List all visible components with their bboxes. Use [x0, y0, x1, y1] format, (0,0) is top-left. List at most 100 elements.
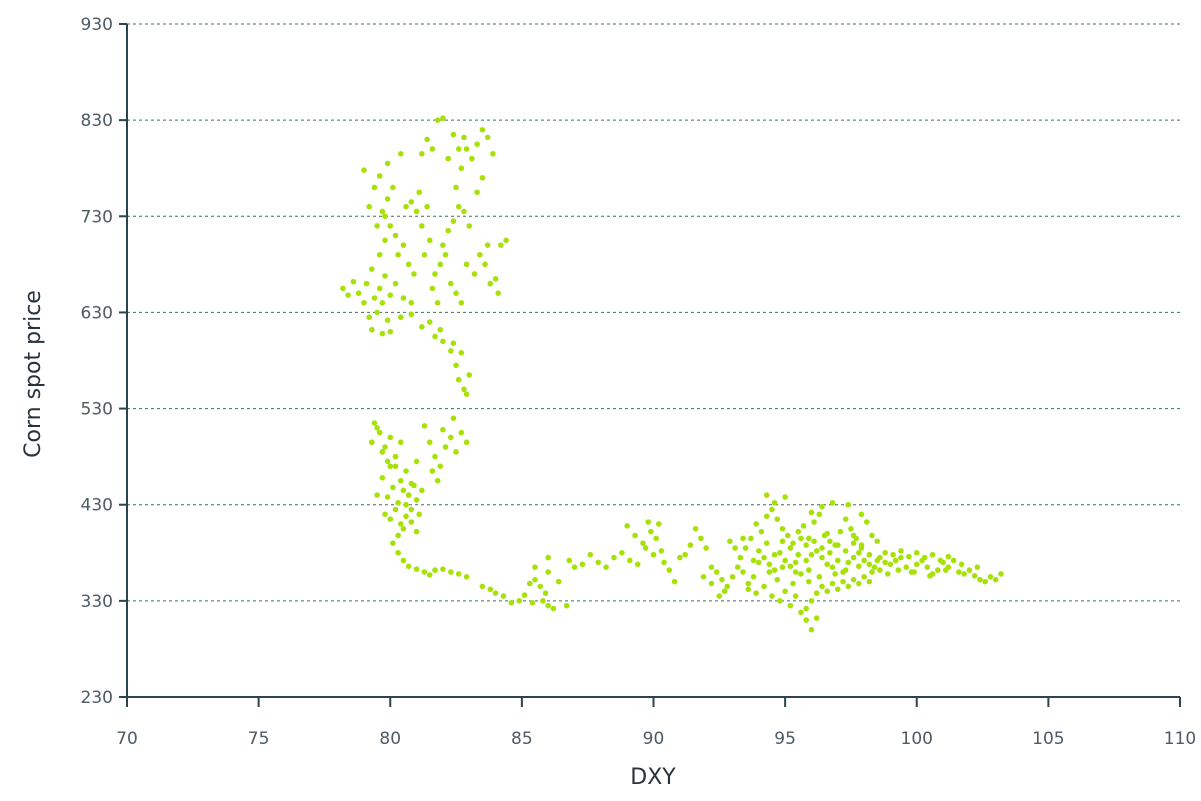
scatter-point — [634, 561, 641, 568]
scatter-point — [861, 574, 867, 580]
scatter-point — [545, 602, 551, 609]
scatter-point — [845, 583, 852, 590]
scatter-point — [400, 295, 407, 301]
scatter-point — [811, 538, 817, 545]
scatter-point — [913, 549, 920, 556]
scatter-point — [376, 429, 383, 436]
scatter-point — [571, 564, 578, 571]
scatter-point — [397, 439, 404, 446]
scatter-point — [440, 566, 446, 572]
scatter-point — [856, 580, 862, 587]
x-tick-label: 95 — [774, 729, 796, 749]
scatter-point — [769, 506, 775, 513]
scatter-point — [661, 559, 667, 566]
scatter-point — [766, 561, 773, 568]
y-tick-label: 830 — [81, 111, 113, 131]
scatter-point — [376, 173, 383, 179]
scatter-point — [882, 549, 888, 556]
scatter-point — [798, 571, 804, 577]
scatter-point — [779, 564, 786, 571]
scatter-point — [440, 338, 446, 345]
scatter-point — [387, 328, 394, 335]
scatter-point — [440, 115, 446, 122]
scatter-point — [369, 266, 375, 272]
x-tick-label: 70 — [116, 729, 138, 749]
scatter-point — [447, 280, 454, 287]
scatter-point — [374, 223, 380, 229]
scatter-point — [382, 237, 388, 244]
scatter-point — [392, 232, 399, 239]
scatter-point — [771, 499, 778, 506]
scatter-point — [956, 569, 962, 575]
scatter-point — [463, 439, 470, 446]
scatter-point — [819, 554, 825, 561]
scatter-point — [937, 557, 944, 564]
scatter-point — [729, 574, 736, 580]
scatter-point — [463, 146, 470, 152]
scatter-point — [413, 458, 420, 465]
scatter-point — [479, 126, 486, 133]
scatter-point — [440, 426, 446, 433]
scatter-point — [842, 548, 849, 554]
scatter-point — [761, 583, 767, 590]
scatter-point — [740, 535, 746, 542]
scatter-point — [419, 223, 425, 229]
scatter-point — [808, 551, 815, 558]
scatter-point — [376, 285, 383, 292]
axes — [126, 24, 1180, 698]
scatter-point — [421, 569, 428, 575]
y-tick-label: 530 — [81, 400, 113, 420]
scatter-point — [434, 117, 441, 123]
scatter-point — [603, 564, 609, 571]
scatter-point — [384, 458, 391, 465]
scatter-point — [545, 554, 551, 561]
scatter-point — [466, 223, 473, 229]
scatter-point — [426, 439, 433, 446]
scatter-point — [713, 569, 720, 575]
scatter-point — [532, 564, 538, 571]
scatter-point — [458, 429, 465, 436]
scatter-point — [526, 580, 533, 587]
scatter-point — [921, 554, 928, 561]
scatter-point — [974, 564, 981, 571]
scatter-point — [400, 487, 407, 494]
scatter-point — [866, 561, 873, 568]
scatter-point — [803, 605, 809, 612]
scatter-point — [397, 477, 404, 484]
scatter-point — [766, 569, 773, 575]
scatter-point — [824, 530, 831, 537]
scatter-point — [374, 425, 380, 431]
scatter-point — [440, 242, 446, 248]
scatter-point — [458, 350, 465, 356]
y-axis-ticks: 230 330 430 530 630 730 830 930 — [81, 15, 127, 708]
scatter-point — [890, 551, 896, 558]
scatter-point — [371, 295, 378, 301]
scatter-point — [529, 599, 536, 606]
scatter-point — [982, 578, 988, 585]
scatter-point — [987, 574, 994, 580]
scatter-point — [400, 525, 407, 532]
scatter-point — [753, 590, 759, 596]
scatter-point — [355, 290, 362, 297]
scatter-point — [395, 499, 401, 506]
scatter-point — [877, 554, 883, 561]
scatter-point — [395, 549, 401, 556]
scatter-point — [840, 578, 846, 585]
scatter-point — [408, 519, 415, 525]
scatter-point — [395, 251, 401, 258]
scatter-point — [719, 576, 725, 583]
scatter-point — [450, 218, 457, 224]
scatter-point — [811, 519, 817, 525]
scatter-point — [397, 521, 404, 527]
scatter-point — [700, 574, 707, 580]
scatter-point — [771, 567, 778, 573]
scatter-point — [850, 576, 857, 583]
scatter-point — [763, 492, 770, 498]
scatter-point — [782, 588, 788, 595]
scatter-point — [498, 242, 504, 248]
scatter-point — [924, 564, 931, 571]
scatter-point — [487, 280, 494, 287]
scatter-point — [424, 203, 430, 210]
scatter-point — [834, 557, 841, 564]
